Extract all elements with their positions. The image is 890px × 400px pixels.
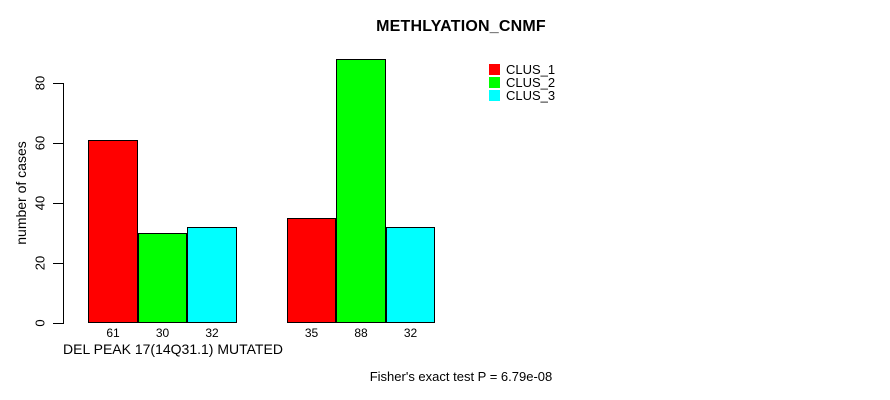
legend-label: CLUS_3 bbox=[506, 88, 556, 103]
fisher-test-footnote: Fisher's exact test P = 6.79e-08 bbox=[369, 369, 553, 384]
clus3-swatch-icon bbox=[489, 90, 500, 101]
bar-value-label: 88 bbox=[354, 326, 368, 340]
chart-title: METHLYATION_CNMF bbox=[376, 18, 546, 35]
y-tick-mark bbox=[53, 263, 63, 264]
legend-label: CLUS_1 bbox=[506, 62, 556, 77]
bar-value-label: 32 bbox=[205, 326, 219, 340]
y-tick-label: 80 bbox=[32, 75, 48, 91]
y-tick-mark bbox=[53, 143, 63, 144]
bar-value-label: 61 bbox=[106, 326, 120, 340]
legend-item-clus1: CLUS_1 bbox=[489, 62, 556, 77]
bar-clus_1 bbox=[287, 218, 336, 323]
y-tick-label: 0 bbox=[32, 319, 48, 327]
y-tick-label: 60 bbox=[32, 135, 48, 151]
legend-label: CLUS_2 bbox=[506, 75, 556, 90]
legend-item-clus3: CLUS_3 bbox=[489, 88, 556, 103]
bar-clus_2 bbox=[336, 59, 386, 323]
bar-clus_3 bbox=[386, 227, 435, 323]
bar-clus_2 bbox=[138, 233, 187, 323]
legend: CLUS_1 CLUS_2 CLUS_3 bbox=[489, 62, 556, 103]
y-axis-line bbox=[63, 83, 64, 324]
legend-item-clus2: CLUS_2 bbox=[489, 75, 556, 90]
bar-value-label: 30 bbox=[155, 326, 170, 340]
clus1-swatch-icon bbox=[489, 64, 500, 75]
y-tick-label: 20 bbox=[32, 255, 48, 271]
bar-value-label: 32 bbox=[403, 326, 418, 340]
bar-value-label: 35 bbox=[304, 326, 319, 340]
y-tick-mark bbox=[53, 203, 63, 204]
y-tick-mark bbox=[53, 323, 63, 324]
bar-clus_3 bbox=[187, 227, 237, 323]
x-axis-label: DEL PEAK 17(14Q31.1) MUTATED bbox=[63, 341, 283, 357]
y-tick-label: 40 bbox=[32, 195, 48, 211]
bar-clus_1 bbox=[88, 140, 138, 323]
y-tick-mark bbox=[53, 83, 63, 84]
clus2-swatch-icon bbox=[489, 77, 500, 88]
